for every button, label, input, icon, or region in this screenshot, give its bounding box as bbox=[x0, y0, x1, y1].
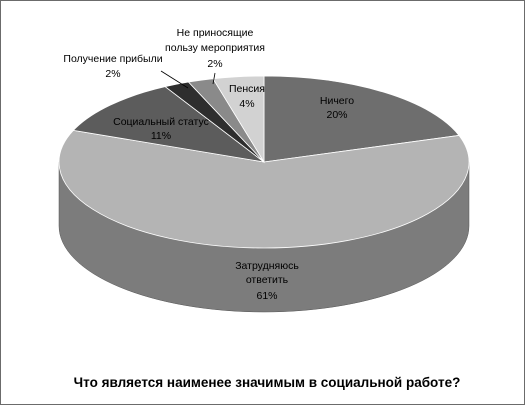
label-social-pct: 11% bbox=[151, 130, 171, 142]
leader-line-pribyl bbox=[160, 70, 189, 89]
leader-line-meropr bbox=[212, 72, 216, 85]
pie-slice-5 bbox=[212, 75, 265, 164]
chart-title: Что является наименее значимым в социаль… bbox=[74, 375, 461, 390]
label-zatrud: Затрудняюсь ответить 61% bbox=[235, 260, 299, 302]
label-social-name: Социальный статус bbox=[113, 116, 209, 128]
label-meropr-name-1: Не приносящие bbox=[177, 27, 254, 39]
label-pribyl-name: Получение прибыли bbox=[63, 53, 162, 65]
label-pribyl: Получение прибыли 2% bbox=[63, 53, 162, 80]
pie-slice-0 bbox=[263, 75, 460, 163]
pie-slice-2 bbox=[72, 86, 265, 163]
label-meropr-pct: 2% bbox=[207, 58, 222, 70]
label-meropr-name-2: пользу мероприятия bbox=[165, 42, 265, 54]
label-pensia-name: Пенсия bbox=[229, 83, 265, 95]
label-nichego-name: Ничего bbox=[320, 95, 354, 107]
label-meropr: Не приносящие пользу мероприятия 2% bbox=[165, 27, 265, 70]
label-pensia-pct: 4% bbox=[239, 98, 254, 110]
label-zatrud-name-2: ответить bbox=[246, 274, 289, 286]
pie-tops bbox=[58, 75, 470, 249]
pie-slice-1 bbox=[58, 129, 470, 249]
label-zatrud-pct: 61% bbox=[256, 290, 277, 302]
label-pribyl-pct: 2% bbox=[105, 68, 120, 80]
label-zatrud-name-1: Затрудняюсь bbox=[235, 260, 299, 272]
label-social: Социальный статус 11% bbox=[113, 116, 209, 142]
label-pensia: Пенсия 4% bbox=[229, 83, 265, 110]
label-nichego: Ничего 20% bbox=[320, 95, 354, 121]
label-nichego-pct: 20% bbox=[326, 109, 347, 121]
